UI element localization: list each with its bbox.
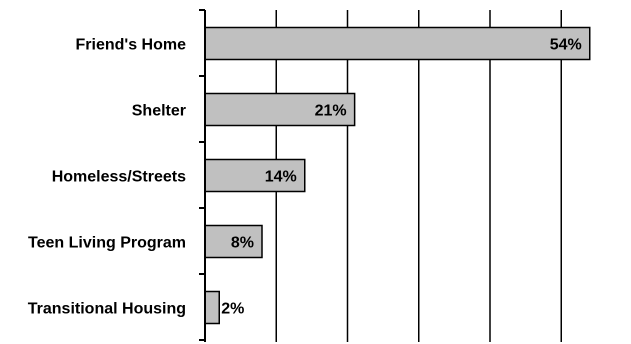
data-label-2: 14% (265, 169, 297, 186)
category-label-3: Teen Living Program (28, 235, 186, 252)
category-label-2: Homeless/Streets (52, 169, 186, 186)
bar-4 (204, 290, 220, 325)
category-labels: Friend's Home Shelter Homeless/Streets Teen… (28, 37, 186, 318)
category-label-1: Shelter (132, 103, 186, 120)
category-label-0: Friend's Home (76, 37, 187, 54)
bar-3 (204, 224, 263, 259)
gridlines (275, 10, 562, 342)
category-label-4: Transitional Housing (28, 301, 186, 318)
bar-0 (204, 26, 591, 61)
bars: 54% 21% 14% 8% 2% (204, 26, 591, 325)
data-label-1: 21% (315, 103, 347, 120)
data-label-3: 8% (231, 235, 254, 252)
bar-1 (204, 92, 356, 127)
data-label-0: 54% (550, 37, 582, 54)
category-axis (199, 9, 206, 342)
data-label-4: 2% (221, 301, 244, 318)
